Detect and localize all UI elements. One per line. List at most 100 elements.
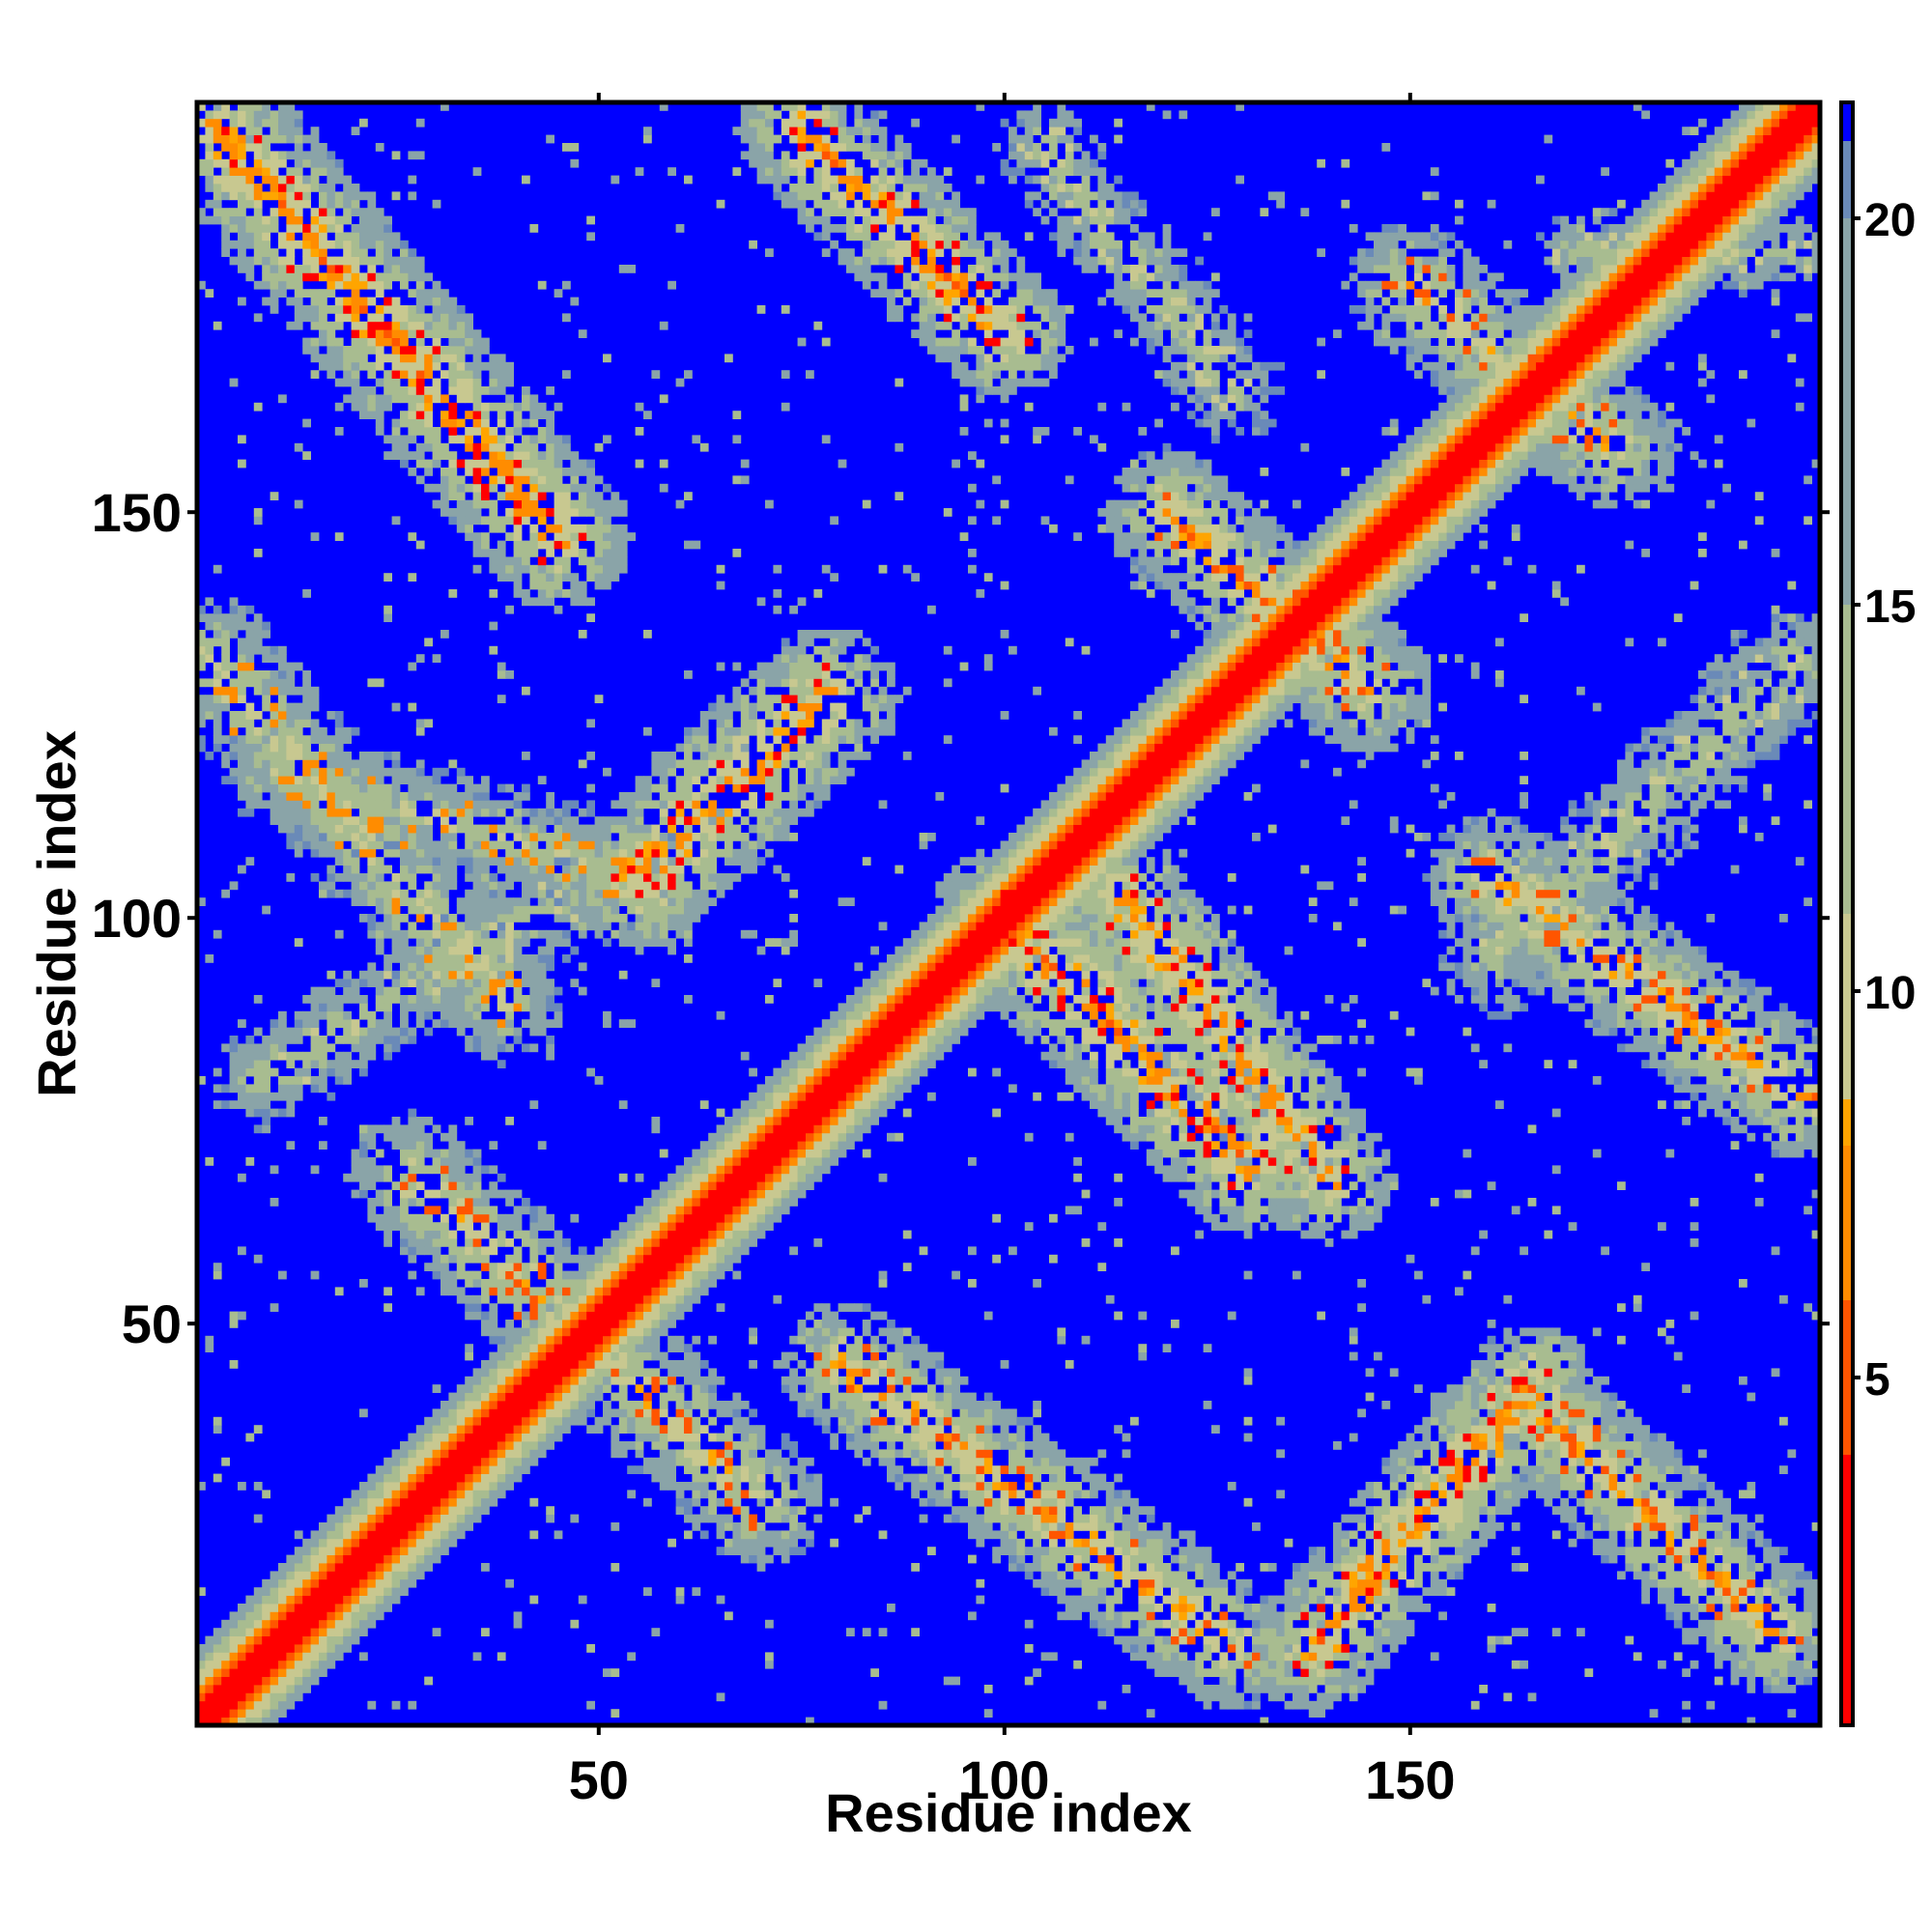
- heatmap-cell: [732, 743, 742, 753]
- heatmap-cell: [238, 175, 246, 185]
- heatmap-cell: [546, 946, 554, 955]
- heatmap-cell: [627, 1401, 636, 1409]
- heatmap-cell: [319, 752, 327, 760]
- heatmap-cell: [603, 767, 611, 777]
- heatmap-cell: [327, 370, 336, 379]
- heatmap-cell: [408, 1522, 417, 1531]
- heatmap-cell: [529, 508, 539, 517]
- heatmap-cell: [668, 1279, 676, 1288]
- heatmap-cell: [570, 1311, 580, 1321]
- heatmap-cell: [546, 1392, 554, 1402]
- heatmap-cell: [497, 1222, 506, 1231]
- heatmap-cell: [513, 905, 523, 915]
- heatmap-cell: [334, 402, 344, 412]
- heatmap-cell: [497, 1279, 506, 1288]
- heatmap-cell: [513, 1465, 523, 1474]
- heatmap-cell: [424, 1563, 433, 1572]
- heatmap-cell: [440, 889, 449, 898]
- heatmap-cell: [546, 435, 554, 444]
- heatmap-cell: [205, 597, 214, 607]
- heatmap-cell: [302, 800, 311, 810]
- heatmap-cell: [286, 1685, 296, 1693]
- heatmap-cell: [513, 508, 523, 517]
- heatmap-cell: [756, 759, 766, 769]
- heatmap-cell: [570, 143, 580, 152]
- heatmap-cell: [618, 1100, 628, 1109]
- heatmap-cell: [278, 662, 287, 671]
- heatmap-cell: [497, 516, 506, 526]
- heatmap-cell: [334, 224, 344, 233]
- heatmap-cell: [522, 516, 530, 526]
- heatmap-cell: [408, 265, 417, 273]
- heatmap-cell: [651, 929, 661, 939]
- heatmap-cell: [197, 1685, 206, 1693]
- heatmap-cell: [505, 929, 514, 939]
- heatmap-cell: [221, 1692, 230, 1702]
- heatmap-cell: [716, 1132, 725, 1142]
- heatmap-cell: [505, 564, 514, 574]
- heatmap-cell: [765, 938, 774, 947]
- heatmap-cell: [505, 1401, 514, 1409]
- heatmap-cell: [400, 800, 409, 810]
- heatmap-cell: [472, 1408, 482, 1418]
- heatmap-cell: [286, 726, 296, 736]
- heatmap-cell: [319, 1076, 327, 1085]
- heatmap-cell: [570, 483, 580, 493]
- heatmap-cell: [749, 800, 757, 810]
- heatmap-cell: [529, 1449, 539, 1459]
- heatmap-cell: [375, 752, 384, 760]
- heatmap-cell: [456, 1189, 466, 1199]
- heatmap-cell: [253, 1084, 263, 1094]
- heatmap-cell: [375, 816, 384, 825]
- heatmap-cell: [611, 524, 620, 533]
- heatmap-cell: [529, 418, 539, 428]
- heatmap-cell: [359, 1522, 368, 1531]
- heatmap-cell: [440, 848, 449, 858]
- heatmap-cell: [489, 1490, 498, 1499]
- heatmap-cell: [319, 1530, 327, 1540]
- heatmap-cell: [465, 1010, 473, 1020]
- heatmap-cell: [732, 1465, 742, 1474]
- heatmap-cell: [481, 922, 490, 931]
- heatmap-cell: [415, 1213, 425, 1223]
- heatmap-cell: [367, 386, 377, 395]
- heatmap-cell: [229, 1043, 239, 1053]
- heatmap-cell: [391, 1587, 401, 1596]
- heatmap-cell: [554, 435, 563, 444]
- heatmap-cell: [432, 946, 441, 955]
- heatmap-cell: [497, 1270, 506, 1280]
- heatmap-cell: [684, 1465, 693, 1474]
- heatmap-cell: [618, 1408, 628, 1418]
- heatmap-cell: [497, 1408, 506, 1418]
- heatmap-cell: [756, 702, 766, 712]
- heatmap-cell: [238, 759, 246, 769]
- heatmap-cell: [229, 184, 239, 192]
- heatmap-cell: [603, 516, 611, 526]
- heatmap-cell: [229, 1709, 239, 1718]
- heatmap-cell: [408, 191, 417, 201]
- heatmap-cell: [391, 451, 401, 460]
- heatmap-cell: [732, 475, 742, 485]
- heatmap-cell: [270, 808, 279, 817]
- heatmap-cell: [375, 1522, 384, 1531]
- heatmap-cell: [278, 711, 287, 720]
- heatmap-cell: [529, 1206, 539, 1215]
- heatmap-cell: [505, 865, 514, 874]
- heatmap-cell: [221, 127, 230, 135]
- heatmap-cell: [522, 938, 530, 947]
- heatmap-cell: [262, 280, 270, 290]
- heatmap-cell: [603, 857, 611, 866]
- heatmap-cell: [238, 719, 246, 728]
- heatmap-cell: [699, 1189, 709, 1199]
- heatmap-cell: [497, 1027, 506, 1037]
- heatmap-cell: [529, 881, 539, 891]
- heatmap-cell: [253, 134, 263, 144]
- heatmap-cell: [489, 1311, 498, 1321]
- heatmap-cell: [740, 783, 750, 793]
- heatmap-cell: [343, 1644, 352, 1653]
- heatmap-cell: [554, 475, 563, 485]
- heatmap-cell: [238, 240, 246, 249]
- heatmap-cell: [529, 833, 539, 841]
- heatmap-cell: [448, 451, 458, 460]
- heatmap-cell: [554, 1010, 563, 1020]
